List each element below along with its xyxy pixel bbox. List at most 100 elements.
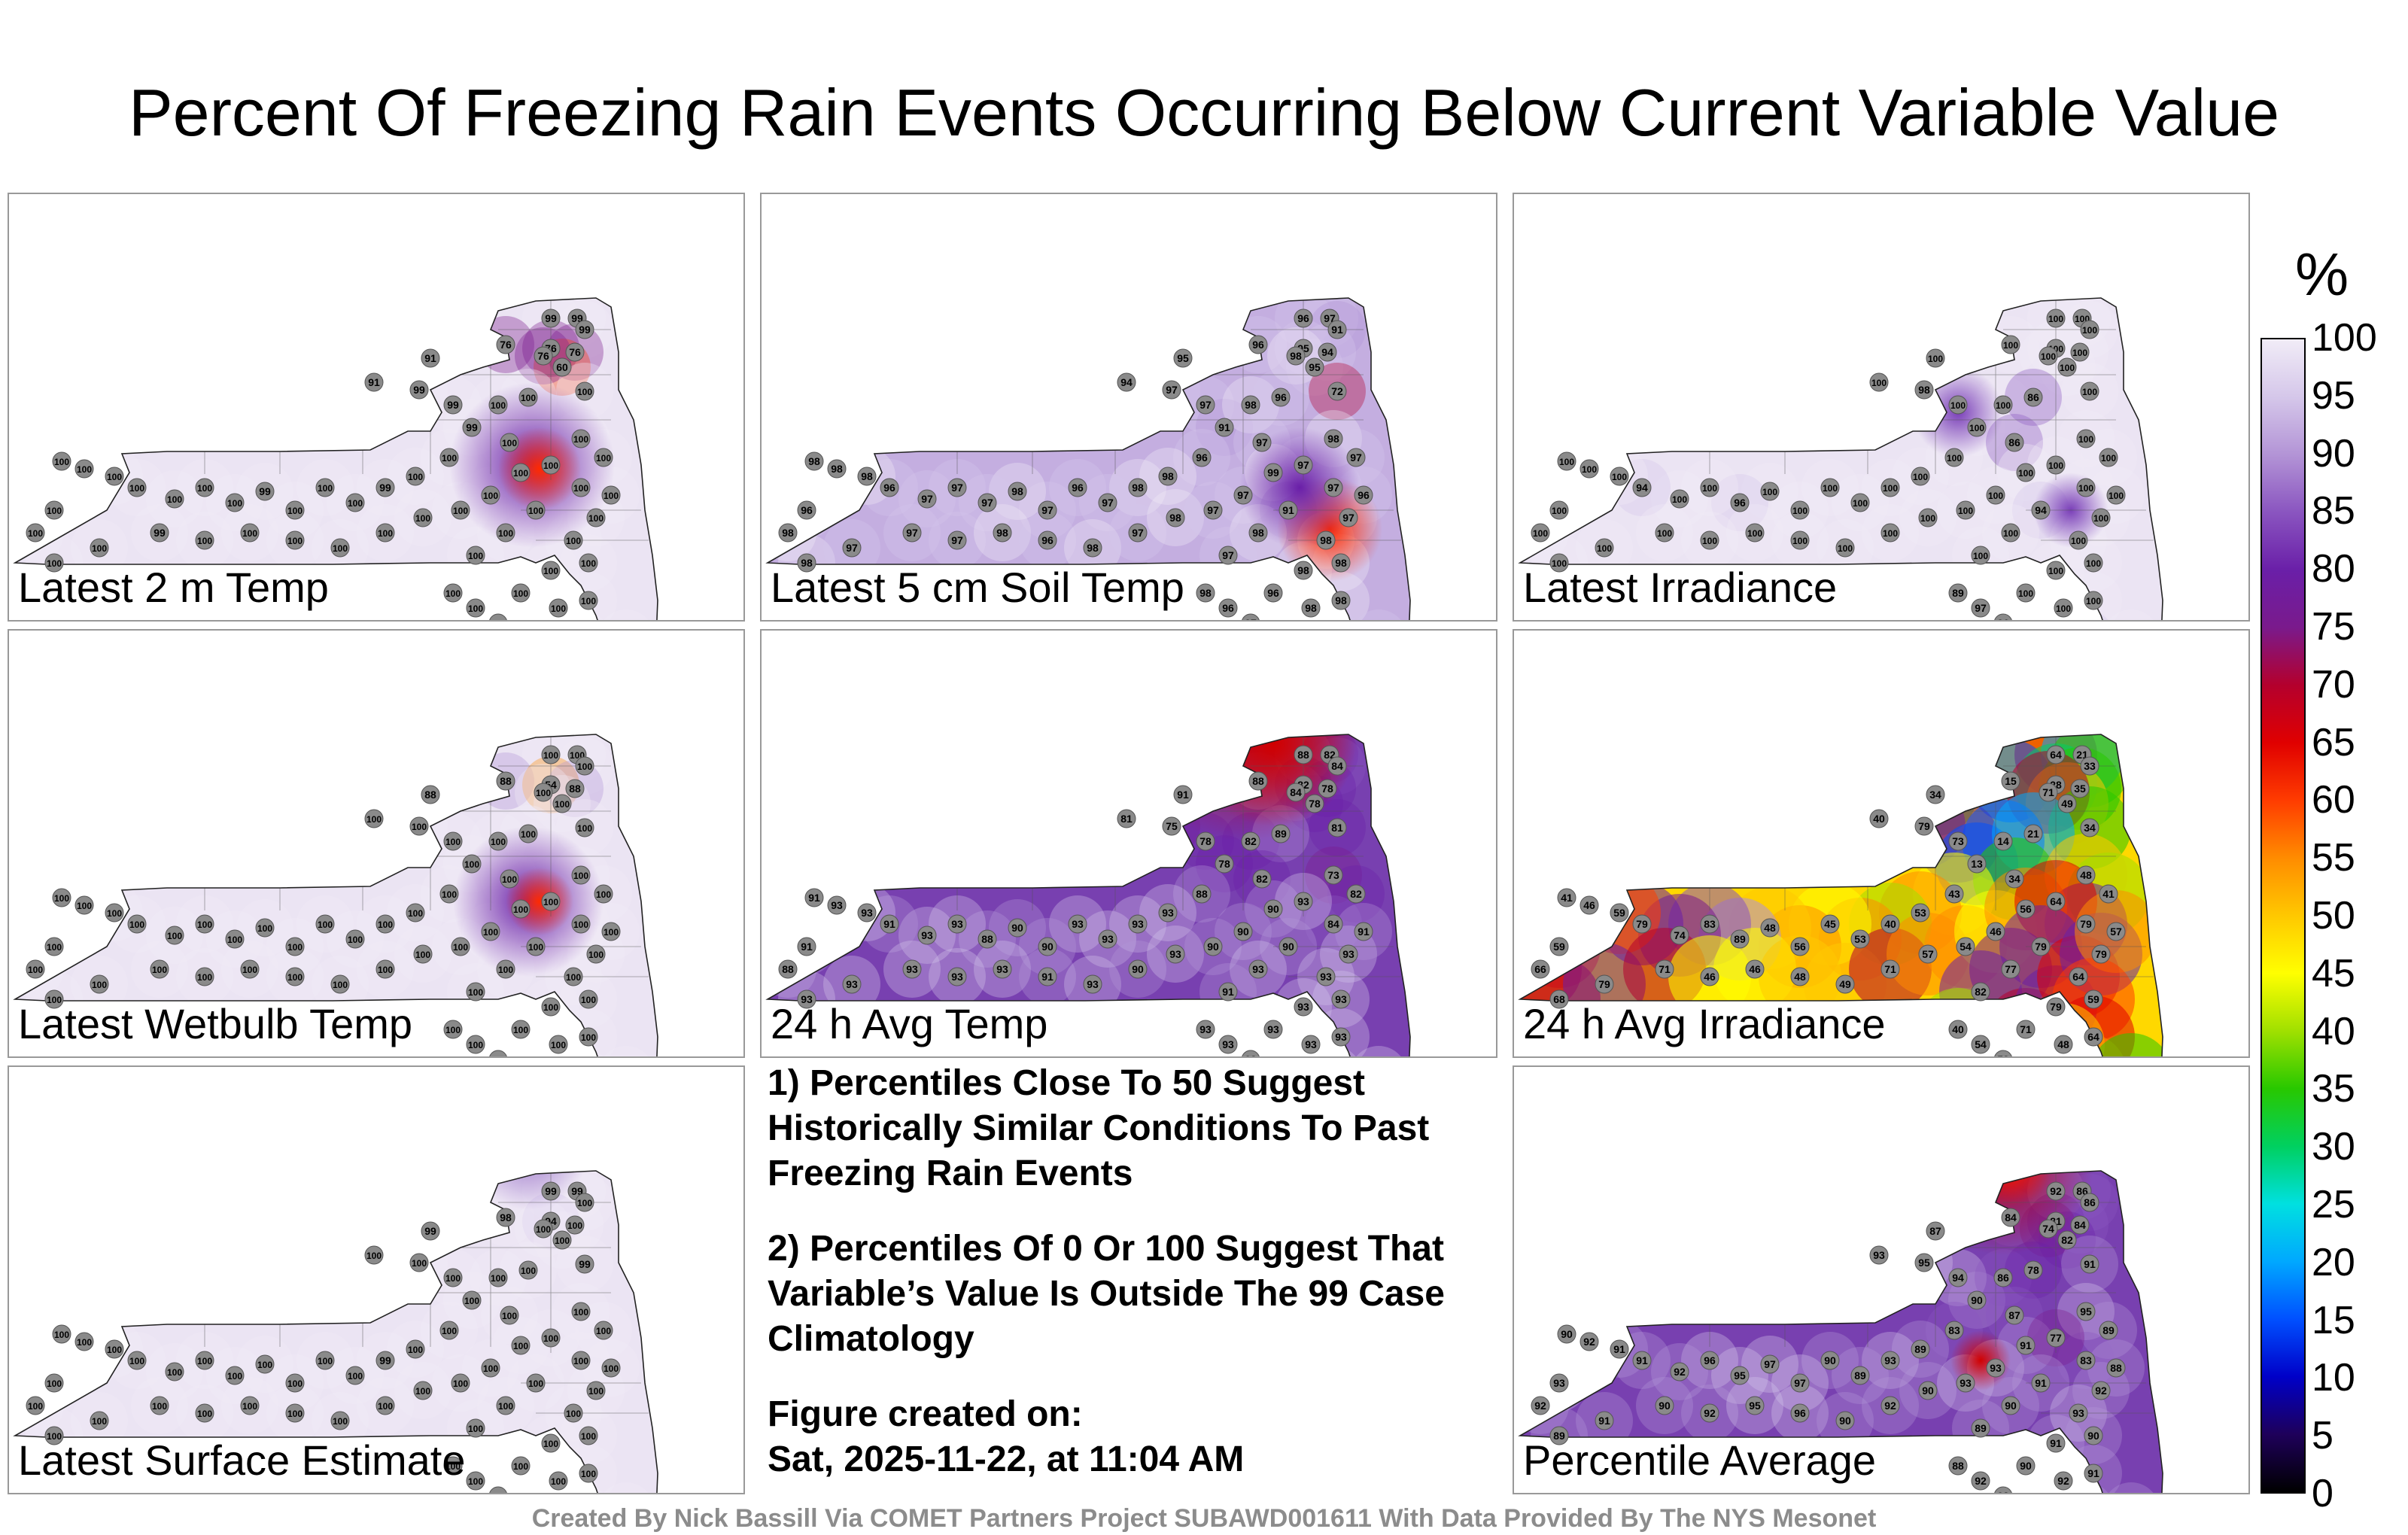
station-marker: [2005, 433, 2024, 452]
station-marker: [44, 1373, 64, 1393]
station-value: 97: [846, 542, 858, 554]
station-value: 91: [883, 918, 895, 930]
station-value: 99: [579, 324, 591, 336]
station-value: 78: [1199, 835, 1212, 847]
station-marker: [552, 1230, 572, 1250]
station-value: 76: [569, 346, 581, 358]
station-value: 100: [227, 1371, 242, 1382]
station-value: 98: [500, 1211, 512, 1223]
station-marker: [2084, 989, 2103, 1009]
station-marker: [240, 523, 260, 543]
station-marker: [1850, 929, 1870, 949]
station-marker: [462, 854, 482, 874]
station-value: 73: [1952, 835, 1964, 847]
station-value: 84: [2074, 1219, 2086, 1231]
station-value: 84: [2005, 1211, 2017, 1223]
colorbar-unit: %: [2295, 241, 2349, 308]
station-marker: [466, 1418, 485, 1438]
station-value: 99: [545, 1185, 557, 1197]
station-marker: [1531, 959, 1550, 979]
station-value: 78: [1218, 858, 1230, 870]
station-value: 89: [1952, 587, 1964, 599]
station-marker: [511, 1020, 531, 1039]
station-marker: [1700, 1403, 1719, 1423]
station-value: 89: [1734, 933, 1746, 945]
station-marker: [797, 989, 816, 1009]
station-marker: [1339, 508, 1358, 527]
station-marker: [575, 818, 594, 837]
station-value: 100: [1747, 528, 1762, 539]
station-value: 100: [566, 536, 581, 546]
station-marker: [2099, 448, 2118, 467]
station-marker: [1068, 914, 1087, 934]
station-marker: [225, 1366, 245, 1385]
station-marker: [1248, 959, 1268, 979]
station-marker: [857, 467, 877, 486]
station-value: 48: [2080, 869, 2092, 881]
station-marker: [1327, 756, 1347, 776]
station-marker: [917, 926, 937, 945]
station-marker: [1850, 1366, 1870, 1385]
station-marker: [1218, 598, 1238, 618]
station-marker: [1745, 959, 1765, 979]
station-marker: [74, 459, 94, 479]
station-value: 100: [47, 1378, 62, 1389]
station-marker: [1531, 523, 1550, 543]
station-marker: [541, 1433, 561, 1453]
station-value: 82: [1350, 888, 1362, 900]
station-value: 100: [513, 1025, 528, 1035]
station-value: 71: [2020, 1023, 2032, 1035]
state-outline: [13, 734, 658, 1056]
station-marker: [518, 1260, 538, 1280]
station-marker: [571, 1351, 591, 1370]
station-marker: [2031, 500, 2051, 520]
station-marker: [1914, 380, 1934, 400]
station-value: 71: [2042, 786, 2054, 798]
station-value: 100: [54, 893, 69, 904]
station-marker: [195, 530, 214, 550]
station-marker: [44, 1426, 64, 1445]
station-marker: [2016, 1020, 2036, 1039]
station-marker: [1327, 381, 1347, 401]
station-marker: [1745, 523, 1765, 543]
station-marker: [2046, 455, 2066, 475]
station-value: 86: [2027, 391, 2039, 403]
station-value: 93: [1162, 907, 1174, 919]
station-value: 79: [2050, 1001, 2062, 1013]
station-value: 100: [242, 965, 257, 975]
station-marker: [1579, 1332, 1599, 1351]
station-marker: [443, 1456, 463, 1476]
station-value: 100: [513, 904, 528, 915]
station-value: 90: [1011, 922, 1023, 934]
station-value: 94: [1636, 482, 1648, 494]
station-value: 97: [1041, 504, 1054, 516]
panel-latest-5cm-soil-temp: 96 97 91 95 96 95 94 95 98 72 94 97 97 91 98 96 97 98 97 97…: [760, 193, 1497, 622]
station-marker: [579, 591, 598, 610]
station-value: 100: [464, 1296, 479, 1306]
station-marker: [2080, 756, 2099, 776]
station-marker: [1971, 1035, 1990, 1054]
station-value: 100: [1853, 498, 1868, 509]
station-marker: [1790, 937, 1810, 956]
station-value: 88: [782, 963, 794, 975]
station-value: 93: [1342, 948, 1354, 960]
station-value: 96: [801, 504, 813, 516]
station-marker: [586, 944, 606, 964]
station-marker: [1557, 1324, 1576, 1344]
station-value: 100: [502, 438, 517, 448]
station-value: 100: [468, 603, 483, 614]
station-marker: [1327, 320, 1347, 339]
station-marker: [1263, 583, 1283, 603]
station-value: 100: [502, 874, 517, 885]
station-value: 91: [1331, 324, 1343, 336]
station-marker: [345, 929, 365, 949]
station-value: 100: [468, 551, 483, 561]
station-value: 99: [466, 421, 478, 433]
station-value: 100: [577, 1198, 592, 1208]
station-marker: [1248, 335, 1268, 354]
panel-24h-avg-temp: 88 82 84 91 88 82 78 78 84 81 81 75 78 78 82 89 82 73 82 84…: [760, 629, 1497, 1058]
station-value: 93: [921, 929, 933, 941]
station-value: 100: [77, 901, 92, 911]
footer-credit: Created By Nick Bassill Via COMET Partne…: [531, 1504, 1877, 1533]
station-marker: [2023, 388, 2043, 407]
